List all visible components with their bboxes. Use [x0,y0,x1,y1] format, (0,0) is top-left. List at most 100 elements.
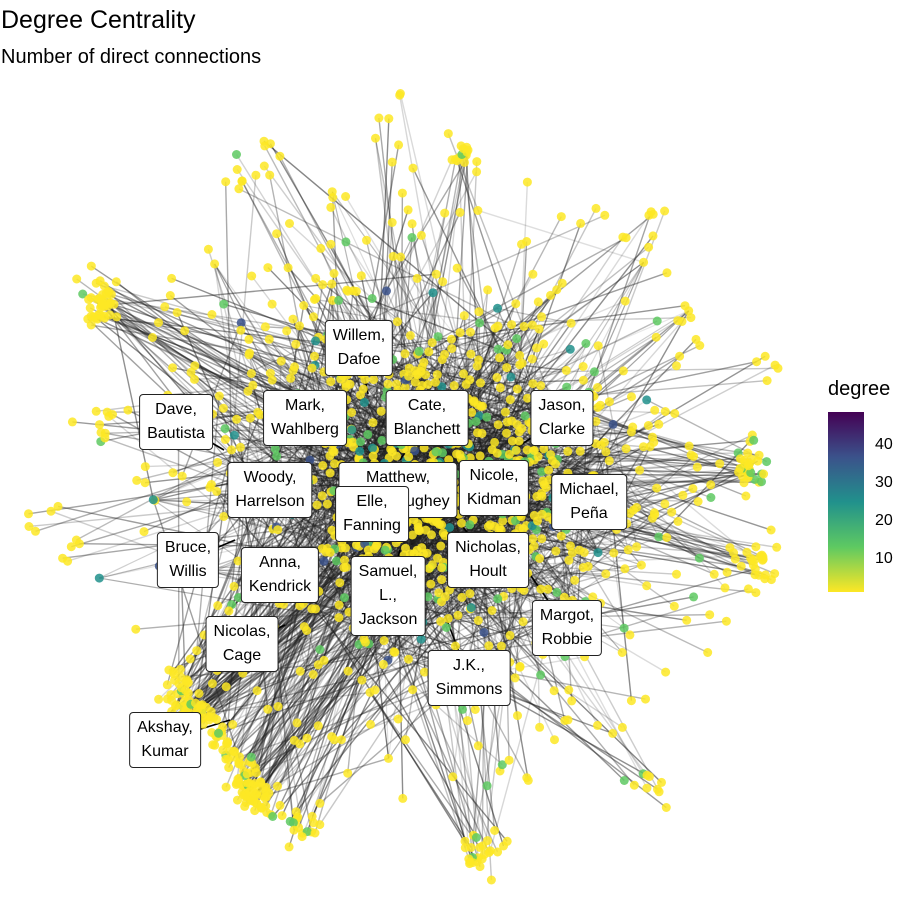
legend-tick-40 [864,445,869,446]
network-node [533,297,543,307]
network-node [67,417,77,427]
network-node [477,854,487,864]
network-node [466,349,476,359]
actor-label: Nicolas, Cage [205,616,279,672]
legend-tick-label: 30 [875,474,893,491]
network-node [506,372,516,382]
network-node [635,465,645,475]
network-edge [216,490,658,790]
network-node [74,539,84,549]
network-node [493,321,503,331]
network-node [686,313,696,323]
network-node [743,584,753,594]
network-edge [497,307,572,324]
network-node [504,755,514,765]
network-edge [187,515,440,717]
network-node [318,280,328,290]
network-node [654,419,664,429]
network-node [299,301,309,310]
network-node [467,407,477,417]
network-node [751,588,761,598]
network-node [289,825,299,835]
network-node [466,603,476,613]
network-node [561,365,571,375]
network-node [224,606,234,616]
network-node [575,446,585,456]
network-node [212,714,222,724]
network-node [264,334,274,344]
network-node [761,570,770,580]
network-node [493,344,503,354]
network-node [311,336,320,346]
network-node [213,601,223,611]
network-edge [249,322,572,774]
network-node [24,522,34,531]
network-node [522,177,532,187]
network-node [86,320,96,330]
network-node [233,556,243,566]
network-edge [597,460,759,554]
network-node [221,682,231,692]
network-edge [532,538,573,601]
network-edge [441,359,530,463]
network-node [250,779,260,788]
network-node [623,545,633,555]
network-node [214,728,223,738]
network-node [250,763,260,773]
network-node [356,437,365,447]
network-node [482,781,492,791]
actor-label: Anna, Kendrick [240,547,320,603]
network-node [194,689,204,698]
network-node [273,781,282,791]
network-node [460,157,469,167]
network-node [565,344,575,354]
network-node [131,624,141,634]
network-node [387,218,397,227]
network-node [236,325,246,335]
network-node [757,477,766,487]
network-edge [396,321,478,571]
network-node [219,512,229,521]
network-node [566,541,575,551]
network-node [167,273,177,283]
network-node [427,338,437,348]
network-node [546,290,555,300]
network-node [412,273,422,283]
actor-label: Nicholas, Hoult [447,532,529,588]
network-node [407,233,417,242]
network-node [327,279,337,289]
network-node [288,366,298,375]
network-node [356,271,366,281]
legend-tick-label: 10 [875,550,893,567]
network-node [450,641,460,651]
network-node [326,202,336,212]
actor-label: Cate, Blanchett [385,390,469,446]
network-node [455,207,465,217]
network-node [672,569,681,579]
network-node [235,442,245,452]
network-node [165,291,175,300]
network-node [171,701,180,711]
network-node [407,219,417,229]
network-node [275,800,285,810]
network-node [235,752,245,762]
network-node [389,647,399,657]
network-node [376,406,386,416]
network-node [172,308,182,317]
network-edge [410,334,507,351]
network-node [642,770,652,780]
network-node [360,374,370,384]
network-node [243,386,253,396]
network-node [618,366,628,376]
network-node [24,509,33,519]
network-node [207,310,217,319]
network-node [447,155,457,165]
network-node [357,675,367,685]
network-node [472,361,482,371]
chart-title: Degree Centrality [1,6,196,34]
network-node [367,294,377,303]
network-node [636,560,646,570]
actor-label: Bruce, Willis [156,532,220,588]
network-node [515,662,525,672]
network-node [441,623,451,632]
